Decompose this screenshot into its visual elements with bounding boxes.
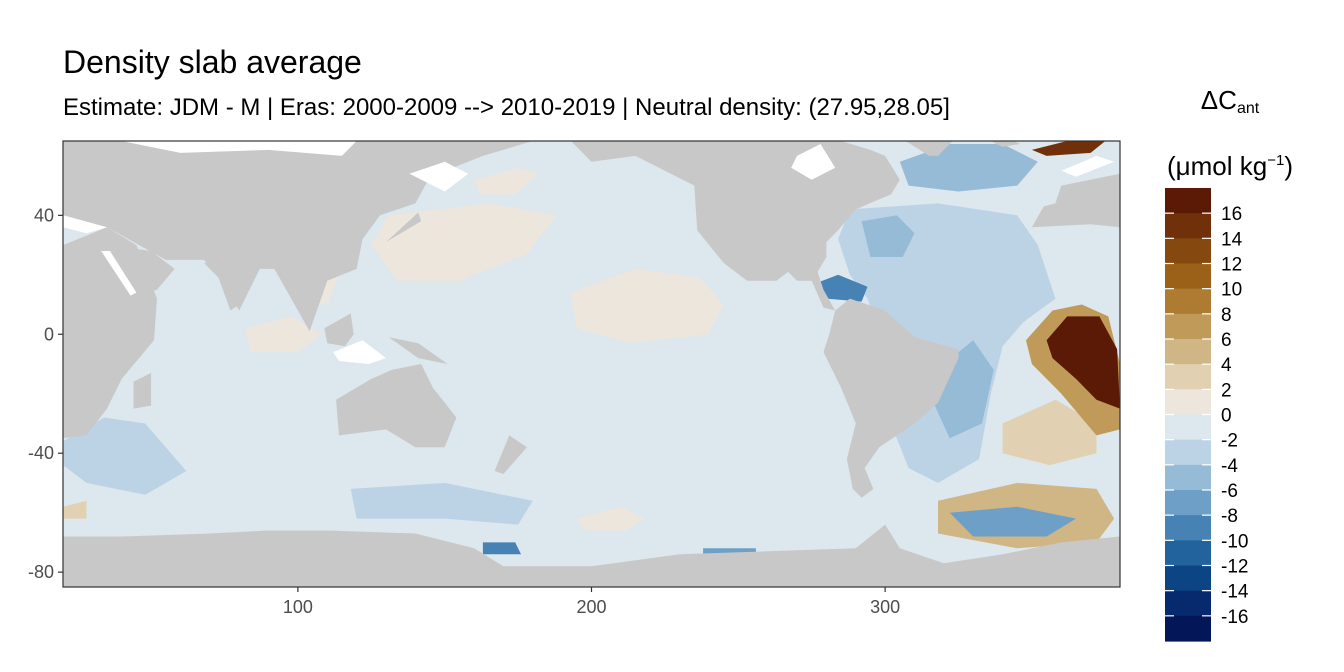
region-northern-pacific-1 [474,167,539,195]
land-greenland [905,141,953,156]
legend-title-variable: ΔCant [1146,84,1314,125]
legend-units-close: ) [1284,151,1293,181]
y-tick-label: -40 [28,443,54,463]
region-ross-sea-patch [482,542,521,555]
legend-title: ΔCant (μmol kg−1) [1146,84,1314,182]
region-south-atlantic-gyre [1002,399,1097,466]
legend-swatch [1165,213,1211,239]
legend-units-text: (μmol kg [1167,151,1268,181]
legend-label: 2 [1221,380,1232,401]
legend-label: 12 [1221,255,1242,276]
land-borneo [324,313,354,347]
map-panel [63,141,1120,587]
no-data-indonesian-seas [333,340,386,364]
no-data-red-sea [101,251,137,296]
legend-label: 0 [1221,406,1232,427]
no-data-hudson-bay [791,144,836,180]
region-gulf-of-guinea-core [1046,316,1120,409]
region-subtropical-n-atlantic [861,215,915,257]
legend-swatch [1165,414,1211,441]
land-madagascar [133,372,152,409]
legend-swatch [1165,615,1211,642]
legend-swatch [1165,288,1211,315]
legend-swatch [1165,464,1211,491]
no-data-arctic-edge [121,141,357,156]
legend-title-symbol: ΔC [1200,85,1237,115]
region-southern-ocean-band [350,482,533,525]
chart-title: Density slab average [63,44,362,80]
legend-label: -16 [1221,607,1248,628]
region-caribbean-sea [814,274,868,302]
y-tick-label: -80 [28,562,54,582]
x-tick-label: 200 [576,597,606,617]
region-southern-indian-band [63,500,87,519]
legend-label: 16 [1221,204,1242,225]
land-eurasia [63,141,533,332]
no-data-baltic [1061,155,1115,177]
legend-label: -10 [1221,531,1248,552]
region-pacific-sector-patch [576,506,645,531]
legend-label: -14 [1221,582,1249,603]
legend-title-units: (μmol kg−1) [1146,145,1314,182]
land-australia [336,364,457,448]
legend-swatch [1165,339,1211,365]
land-north-america [570,141,900,311]
legend-label: -12 [1221,557,1248,578]
chart-subtitle: Estimate: JDM - M | Eras: 2000-2009 --> … [63,94,950,121]
region-greenland-sea-anomaly [1031,141,1106,156]
legend-swatch [1165,590,1211,617]
land-india [203,262,260,311]
x-tick-label: 100 [283,597,313,617]
legend-swatch [1165,490,1211,516]
legend-title-subscript: ant [1236,100,1260,117]
land-new-guinea [388,337,448,364]
legend-swatch [1165,515,1211,541]
land-sumatra [283,319,316,353]
legend-label: 8 [1221,305,1232,326]
legend-label: -4 [1221,456,1238,477]
land-masses [63,141,1120,587]
legend-swatch [1165,188,1211,214]
legend-swatch [1165,565,1211,592]
y-tick-label: 40 [34,205,54,225]
y-tick-label: 0 [44,324,54,344]
legend-label: -8 [1221,506,1238,527]
land-japan [386,212,422,243]
legend-swatch [1165,540,1211,567]
land-arabian-peninsula [107,245,175,296]
x-tick-label: 300 [870,597,900,617]
legend-label: 6 [1221,330,1232,351]
region-indian-ocean-anomaly [245,316,322,353]
no-data-sea-of-okhotsk [409,161,469,192]
region-weddell-gyre-core [949,506,1076,537]
legend-swatch [1165,439,1211,466]
legend-swatch [1165,238,1211,265]
region-tropical-pacific-anomaly [570,268,724,344]
land-iceland [990,141,1021,147]
legend-label: -2 [1221,431,1238,452]
land-south-america [823,298,959,498]
legend-label: 4 [1221,355,1232,376]
legend-units-superscript: −1 [1267,152,1285,169]
color-legend: 16 14 12 10 8 6 4 2 0 -2 -4 -6 -8 -10 -12 -14 -16 [1165,188,1249,642]
legend-swatch [1165,389,1211,416]
land-antarctica [63,524,1120,587]
no-data-areas [63,141,1115,364]
legend-label: 14 [1221,229,1243,250]
legend-label: 10 [1221,280,1242,301]
no-data-mediterranean [63,215,107,234]
legend-swatch [1165,313,1211,340]
land-europe [1031,173,1120,228]
legend-label: -6 [1221,481,1238,502]
region-western-indian-ocean [63,417,187,495]
legend-swatch [1165,364,1211,390]
legend-swatch [1165,263,1211,290]
land-new-zealand [494,435,527,474]
